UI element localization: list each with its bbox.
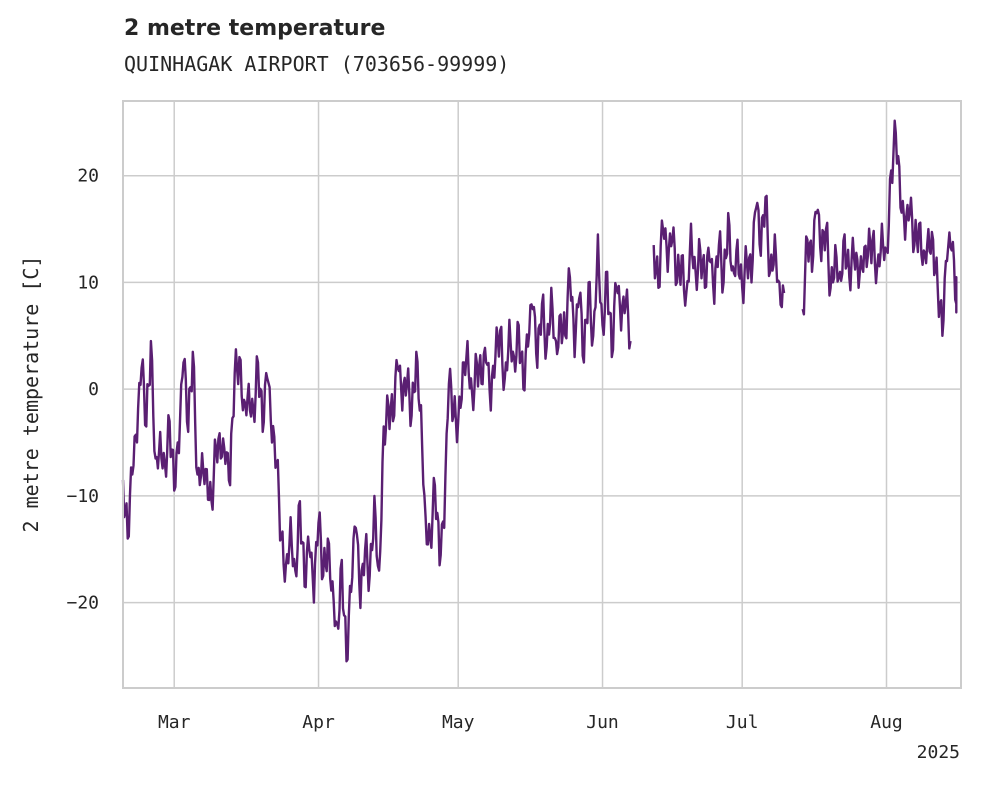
x-axis-ticks: Mar Apr May Jun Jul Aug bbox=[158, 712, 903, 733]
series-lines bbox=[121, 119, 958, 663]
x-tick-label: Apr bbox=[302, 712, 335, 733]
y-tick-label: −10 bbox=[66, 486, 99, 507]
y-tick-label: 10 bbox=[77, 272, 99, 293]
y-tick-label: 20 bbox=[77, 166, 99, 187]
x-tick-label: Mar bbox=[158, 712, 191, 733]
y-axis-label: 2 metre temperature [C] bbox=[19, 256, 43, 533]
temperature-series-line bbox=[801, 119, 958, 337]
temperature-series-line bbox=[652, 194, 786, 309]
grid-lines bbox=[123, 101, 961, 688]
x-tick-label: Jun bbox=[586, 712, 619, 733]
chart-title: 2 metre temperature bbox=[124, 16, 386, 41]
y-tick-label: 0 bbox=[88, 379, 99, 400]
x-tick-label: Aug bbox=[870, 712, 903, 733]
x-tick-label: May bbox=[442, 712, 475, 733]
x-axis-year-label: 2025 bbox=[917, 742, 960, 763]
plot-frame bbox=[122, 100, 962, 689]
x-tick-label: Jul bbox=[726, 712, 759, 733]
y-axis-ticks: 20 10 0 −10 −20 bbox=[66, 166, 99, 614]
chart-subtitle: QUINHAGAK AIRPORT (703656-99999) bbox=[124, 52, 510, 76]
y-tick-label: −20 bbox=[66, 593, 99, 614]
temperature-series-line bbox=[121, 233, 632, 663]
